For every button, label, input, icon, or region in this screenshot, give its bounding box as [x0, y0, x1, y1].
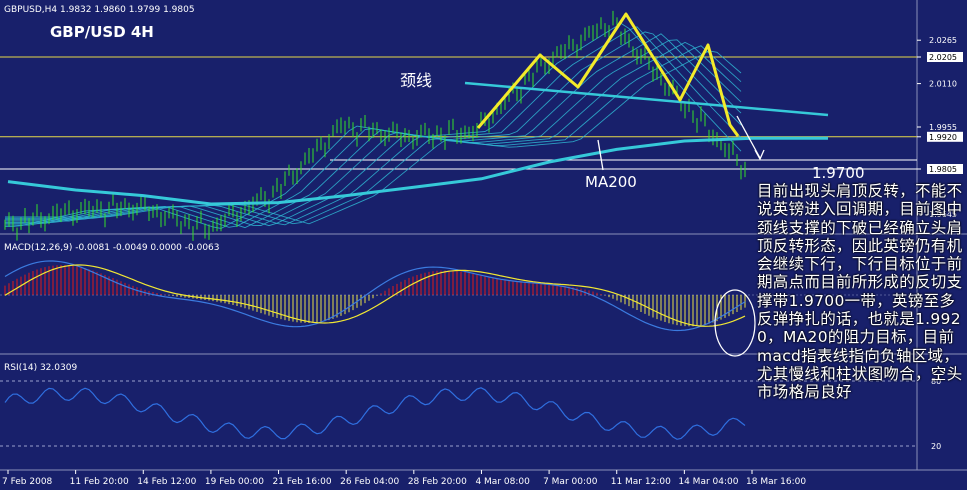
time-tick-label: 4 Mar 08:00 — [475, 477, 530, 487]
rsi-scale-20: 20 — [931, 442, 941, 451]
time-tick-label: 14 Mar 04:00 — [678, 477, 738, 487]
instrument-header: GBPUSD,H4 1.9832 1.9860 1.9799 1.9805 — [4, 5, 195, 15]
time-tick-label: 19 Feb 00:00 — [205, 477, 264, 487]
price-tick-box — [927, 164, 963, 174]
moving-average-line — [5, 41, 742, 226]
macd-signal-line — [4, 264, 746, 327]
macd-highlight-circle — [714, 289, 756, 357]
price-tick-label: 1.9920 — [929, 133, 957, 142]
time-tick-label: 28 Feb 20:00 — [408, 477, 467, 487]
ma200-label: MA200 — [585, 173, 637, 191]
moving-average-line — [5, 45, 742, 225]
time-tick-label: 21 Feb 16:00 — [273, 477, 332, 487]
time-tick-label: 7 Mar 00:00 — [543, 477, 598, 487]
rsi-header: RSI(14) 32.0309 — [4, 363, 77, 373]
ma200-line — [7, 136, 828, 206]
time-tick-label: 11 Mar 12:00 — [611, 477, 671, 487]
macd-line — [4, 260, 746, 332]
head-and-shoulders-pattern — [476, 12, 740, 137]
price-tick-label: 2.0205 — [929, 53, 957, 62]
price-tick-label: 2.0110 — [929, 80, 957, 89]
analysis-annotation: 目前出现头肩顶反转，不能不说英镑进入回调期，目前图中颈线支撑的下破已经确立头肩顶… — [757, 182, 963, 402]
time-tick-label: 18 Mar 16:00 — [746, 477, 806, 487]
price-tick-box — [927, 131, 963, 142]
neckline — [464, 81, 829, 117]
price-tick-label: 1.9805 — [929, 165, 957, 174]
price-tick-label: 1.9645 — [929, 210, 957, 219]
ma200-pointer — [597, 139, 604, 171]
price-tick-label: 2.0265 — [929, 36, 957, 45]
time-axis: 7 Feb 2008 11 Feb 20:00 14 Feb 12:00 19 Feb… — [2, 470, 806, 487]
moving-average-line — [5, 50, 742, 225]
time-tick-label: 7 Feb 2008 — [2, 477, 53, 487]
price-tick-box — [927, 52, 963, 62]
rsi-scale-80: 80 — [931, 377, 941, 386]
time-tick-label: 11 Feb 20:00 — [70, 477, 129, 487]
time-tick-label: 26 Feb 04:00 — [340, 477, 399, 487]
macd-header: MACD(12,26,9) -0.0081 -0.0049 0.0000 -0.… — [4, 243, 220, 253]
target-label: 1.9700 — [812, 164, 865, 182]
moving-average-line — [5, 33, 742, 226]
downward-arrow — [736, 115, 765, 161]
rsi-line — [4, 387, 746, 440]
moving-average-line — [5, 39, 742, 227]
price-tick-label: 1.9955 — [929, 123, 957, 132]
macd-histogram — [4, 264, 746, 327]
time-tick-label: 14 Feb 12:00 — [137, 477, 196, 487]
neckline-label: 颈线 — [400, 71, 432, 90]
chart-title: GBP/USD 4H — [50, 23, 154, 41]
